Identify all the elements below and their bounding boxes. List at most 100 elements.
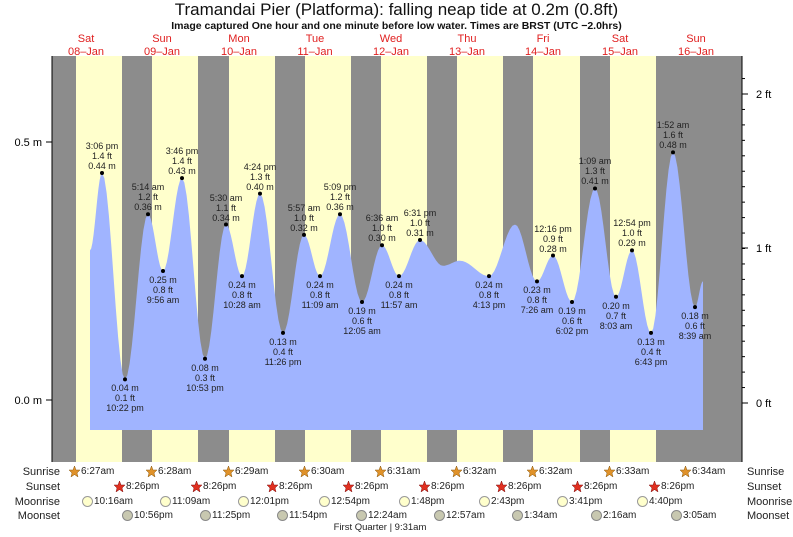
moonset-event: 11:54pm: [277, 510, 327, 522]
high-tide-label: 5:14 am 1.2 ft 0.36 m: [118, 182, 178, 212]
moonset-time: 12:24am: [368, 510, 407, 522]
label-m: 0.19 m: [558, 305, 586, 316]
day-date: 08–Jan: [67, 46, 105, 58]
label-time: 6:31 pm: [403, 208, 437, 219]
label-m: 0.34 m: [212, 212, 240, 223]
low-tide-label: 0.24 m 0.8 ft 11:57 am: [369, 280, 429, 310]
low-tide-label: 0.18 m 0.6 ft 8:39 am: [665, 311, 725, 341]
label-time: 10:53 pm: [186, 382, 224, 393]
extreme-point: [146, 212, 150, 217]
sunset-icon: [191, 481, 202, 492]
label-m: 0.24 m: [228, 280, 256, 291]
day-header: Sat 08–Jan: [46, 33, 126, 59]
moonset-event: 12:57am: [434, 510, 485, 522]
extreme-point: [487, 274, 491, 279]
label-m: 0.24 m: [475, 280, 503, 291]
label-ft: 0.8 ft: [526, 295, 547, 306]
chart-subtitle: Image captured One hour and one minute b…: [171, 20, 622, 32]
sunset-row-label: Sunset: [25, 481, 60, 493]
moonset-time: 11:25pm: [212, 510, 251, 522]
extreme-point: [397, 274, 401, 279]
high-tide-label: 5:09 pm 1.2 ft 0.36 m: [310, 182, 370, 212]
high-tide-label: 6:31 pm 1.0 ft 0.31 m: [390, 208, 450, 238]
extreme-point: [593, 186, 597, 191]
high-tide-label: 4:24 pm 1.3 ft 0.40 m: [230, 162, 290, 192]
sunset-row-label: Sunset: [747, 481, 782, 493]
label-m: 0.20 m: [602, 300, 630, 311]
low-tide-label: 0.04 m 0.1 ft 10:22 pm: [95, 383, 155, 413]
label-ft: 0.8 ft: [231, 290, 252, 301]
moonrise-event: 4:40pm: [637, 496, 682, 508]
day-header: Thu 13–Jan: [427, 33, 507, 59]
day-of-week: Sun: [152, 33, 172, 45]
sunrise-event: 6:28am: [146, 466, 191, 478]
sunrise-time: 6:31am: [387, 466, 421, 478]
moonrise-icon: [160, 496, 171, 507]
sunrise-time: 6:27am: [81, 466, 115, 478]
label-m: 0.24 m: [306, 280, 334, 291]
moonrise-time: 1:48pm: [411, 496, 445, 508]
sunrise-icon: [451, 466, 462, 477]
high-tide-label: 3:46 pm 1.4 ft 0.43 m: [152, 146, 212, 176]
day-of-week: Wed: [379, 33, 403, 45]
moonrise-time: 3:41pm: [569, 496, 603, 508]
high-tide-label: 3:06 pm 1.4 ft 0.44 m: [72, 141, 132, 171]
label-time: 8:03 am: [599, 320, 633, 331]
label-ft: 1.3 ft: [249, 171, 270, 182]
sunset-event: 8:26pm: [419, 481, 464, 493]
sunrise-event: 6:32am: [527, 466, 572, 478]
label-ft: 1.0 ft: [621, 228, 642, 239]
sunset-time: 8:26pm: [279, 481, 313, 493]
label-m: 0.24 m: [385, 280, 413, 291]
sunrise-time: 6:33am: [616, 466, 650, 478]
tide-area: [90, 152, 703, 431]
label-time: 4:13 pm: [472, 300, 506, 311]
chart-title: Tramandai Pier (Platforma): falling neap…: [174, 0, 619, 19]
label-time: 12:54 pm: [613, 218, 651, 229]
label-ft: 1.2 ft: [137, 192, 158, 203]
day-header: Wed 12–Jan: [351, 33, 431, 59]
moonrise-event: 1:48pm: [399, 496, 444, 508]
moonrise-icon: [82, 496, 93, 507]
sunset-event: 8:26pm: [267, 481, 312, 493]
high-tide-label: 1:09 am 1.3 ft 0.41 m: [565, 156, 625, 186]
label-m: 0.18 m: [681, 311, 709, 322]
label-time: 9:56 am: [146, 295, 180, 305]
high-tide-label: 12:16 pm 0.9 ft 0.28 m: [523, 224, 583, 254]
moonrise-icon: [319, 496, 330, 507]
moonrise-time: 12:54pm: [331, 496, 370, 508]
moonset-icon: [591, 510, 602, 521]
moonset-time: 1:34am: [524, 510, 558, 522]
high-tide-label: 12:54 pm 1.0 ft 0.29 m: [602, 218, 662, 248]
sunrise-icon: [299, 466, 310, 477]
sunset-event: 8:26pm: [343, 481, 388, 493]
moonset-icon: [356, 510, 367, 521]
day-of-week: Sat: [611, 33, 629, 45]
moonrise-icon: [399, 496, 410, 507]
sunrise-time: 6:30am: [311, 466, 345, 478]
label-time: 12:16 pm: [534, 223, 572, 234]
day-date: 09–Jan: [143, 46, 181, 58]
sunrise-icon: [375, 466, 386, 477]
label-ft: 0.6 ft: [684, 321, 705, 332]
extreme-point: [693, 305, 697, 310]
sunrise-time: 6:34am: [692, 466, 726, 478]
low-tide-label: 0.20 m 0.7 ft 8:03 am: [586, 301, 646, 331]
day-of-week: Tue: [305, 33, 325, 45]
moonset-time: 2:16am: [603, 510, 637, 522]
moonset-row-label: Moonset: [747, 510, 790, 522]
label-m: 0.43 m: [168, 166, 196, 177]
sunrise-time: 6:32am: [539, 466, 573, 478]
label-ft: 0.8 ft: [152, 285, 173, 295]
low-tide-label: 0.24 m 0.8 ft 10:28 am: [212, 280, 272, 310]
left-tick-label: 0.5 m: [14, 137, 42, 149]
sunrise-time: 6:29am: [235, 466, 269, 478]
right-tick-label: 0 ft: [756, 398, 771, 410]
day-header: Fri 14–Jan: [503, 33, 583, 59]
moonrise-event: 10:16am: [82, 496, 133, 508]
extreme-point: [630, 248, 634, 253]
day-date: 10–Jan: [220, 46, 258, 58]
label-time: 11:57 am: [380, 300, 418, 311]
label-m: 0.40 m: [246, 181, 274, 192]
